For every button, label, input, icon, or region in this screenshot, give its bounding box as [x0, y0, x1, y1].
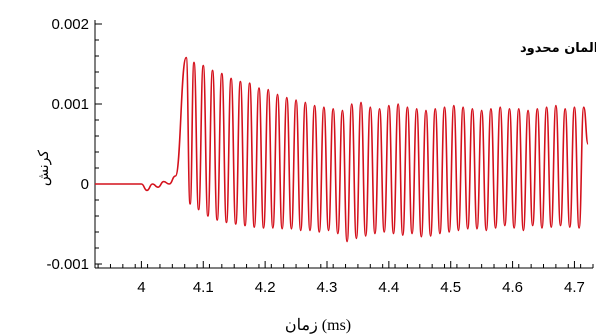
x-tick-label: 4: [137, 279, 145, 296]
x-tick-label: 4.7: [564, 279, 585, 296]
y-axis-label: کرنش: [36, 150, 52, 186]
chart-annotation: المان محدود: [520, 41, 596, 56]
y-tick-label: 0: [81, 176, 89, 193]
x-tick-label: 4.4: [378, 279, 399, 296]
x-tick-label: 4.3: [317, 279, 338, 296]
x-tick-label: 4.6: [502, 279, 523, 296]
axes: [94, 20, 593, 269]
x-tick-label: 4.5: [440, 279, 461, 296]
tick-marks: [95, 23, 594, 268]
strain-series-line: [95, 56, 589, 243]
x-axis-label: زمان (ms): [285, 317, 351, 334]
y-tick-label: 0.002: [51, 16, 89, 33]
x-tick-label: 4.2: [255, 279, 276, 296]
y-tick-label: -0.001: [46, 256, 89, 273]
x-tick-label: 4.1: [193, 279, 214, 296]
y-tick-label: 0.001: [51, 96, 89, 113]
tick-labels: 4 4.1 4.2 4.3 4.4 4.5 4.6 4.7 -0.001 0 0.001 0.002: [46, 16, 584, 296]
